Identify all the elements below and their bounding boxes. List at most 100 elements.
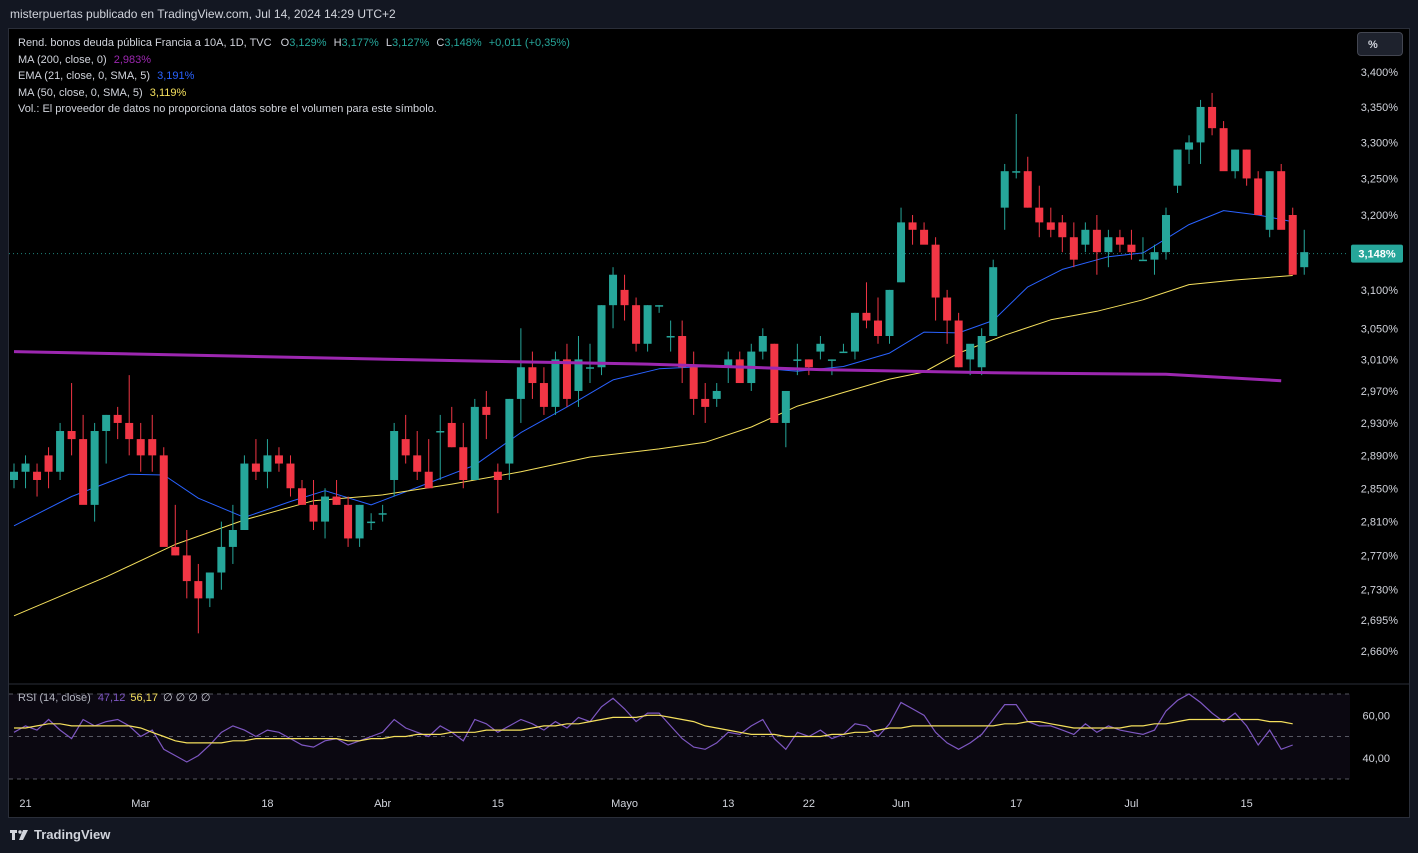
candle xyxy=(171,504,180,556)
y-tick-label: 2,730% xyxy=(1361,585,1399,597)
candle xyxy=(1138,237,1147,262)
x-tick-label: Jun xyxy=(892,798,910,810)
candle xyxy=(920,222,929,245)
candle xyxy=(943,289,952,344)
candle xyxy=(1046,207,1055,238)
candle xyxy=(966,343,975,376)
x-tick-label: Abr xyxy=(374,798,391,810)
candle xyxy=(286,455,295,497)
candle-body xyxy=(136,439,145,456)
rsi-sma-value: 56,17 xyxy=(130,692,158,704)
candle xyxy=(240,455,249,531)
candle-body xyxy=(770,343,779,423)
candle xyxy=(401,414,410,464)
candle-body xyxy=(194,581,203,599)
footer-bar: TradingView xyxy=(0,818,1418,853)
ohlc-high: 3,177% xyxy=(341,37,379,49)
candle-body xyxy=(897,222,906,283)
candle xyxy=(1219,121,1228,172)
candle-body xyxy=(125,422,134,440)
candle-body xyxy=(367,521,376,524)
candle-body xyxy=(67,431,76,440)
candle xyxy=(1162,207,1170,260)
candle-body xyxy=(862,312,871,321)
candle-body xyxy=(989,267,998,337)
ma200-legend-row[interactable]: MA (200, close, 0) 2,983% xyxy=(18,52,570,69)
candle xyxy=(309,479,318,531)
candle-body xyxy=(482,406,491,415)
candle-body xyxy=(10,471,18,480)
percent-scale-button[interactable]: % xyxy=(1357,32,1403,56)
candle-body xyxy=(1265,171,1274,230)
candle-body xyxy=(885,289,894,337)
ema21-label: EMA (21, close, 0, SMA, 5) xyxy=(18,70,151,82)
candle xyxy=(770,343,779,423)
candle xyxy=(632,297,641,352)
candle xyxy=(839,343,848,354)
candle xyxy=(205,572,214,608)
candle-body xyxy=(1288,215,1297,275)
candle xyxy=(885,289,894,344)
ohlc-close: 3,148% xyxy=(444,37,482,49)
x-tick-label: 15 xyxy=(1241,798,1253,810)
candle xyxy=(136,422,145,472)
candle xyxy=(274,447,283,472)
tradingview-logo[interactable]: TradingView xyxy=(10,827,110,842)
y-tick-label: 2,890% xyxy=(1361,450,1399,462)
y-tick-label: 3,350% xyxy=(1361,102,1399,114)
candle-body xyxy=(966,343,975,360)
publisher-text: misterpuertas publicado en TradingView.c… xyxy=(10,7,396,21)
candle-body xyxy=(586,367,594,369)
y-tick-label: 3,100% xyxy=(1361,285,1399,297)
candle xyxy=(827,359,836,376)
candle xyxy=(1127,229,1136,260)
ohlc-open-label: O xyxy=(280,37,290,49)
candle-body xyxy=(839,351,848,354)
candle xyxy=(67,383,76,456)
ma-line-0 xyxy=(13,350,1282,383)
candle-body xyxy=(1162,215,1170,253)
candle-body xyxy=(539,383,548,407)
candle-body xyxy=(390,431,399,480)
ma200-label: MA (200, close, 0) xyxy=(18,53,107,66)
candle xyxy=(378,504,387,522)
candle-body xyxy=(943,297,952,321)
candle-body xyxy=(1058,222,1067,238)
candle-body xyxy=(1208,106,1217,129)
candle xyxy=(217,521,226,590)
tradingview-logo-icon xyxy=(10,829,28,840)
y-tick-label: 3,300% xyxy=(1361,137,1399,149)
candle xyxy=(1104,229,1113,268)
candle xyxy=(1012,114,1021,179)
y-tick-label: 3,400% xyxy=(1361,67,1399,79)
candle xyxy=(931,237,940,321)
candle xyxy=(574,336,583,407)
rsi-value: 47,12 xyxy=(97,692,126,704)
candle-body xyxy=(678,336,687,368)
candle-body xyxy=(44,455,53,472)
ma50-value: 3,119% xyxy=(149,86,187,99)
candle-body xyxy=(1104,237,1113,253)
ohlc-open: 3,129% xyxy=(289,37,327,49)
candle-body xyxy=(148,439,157,456)
candle xyxy=(1196,99,1205,164)
rsi-legend[interactable]: RSI (14, close) 47,12 56,17 ∅ ∅ ∅ ∅ xyxy=(18,691,211,704)
candle xyxy=(447,406,456,448)
candle-body xyxy=(1115,237,1124,245)
candle xyxy=(989,259,998,337)
candle-body xyxy=(931,244,940,298)
candle xyxy=(620,274,629,321)
candle xyxy=(689,351,698,415)
candle xyxy=(1231,149,1240,179)
last-price-tag xyxy=(1351,244,1403,263)
candle xyxy=(33,463,42,497)
candle xyxy=(1254,171,1263,216)
candle-body xyxy=(1023,171,1032,208)
candle xyxy=(666,320,675,352)
candle xyxy=(390,422,399,497)
ema21-legend-row[interactable]: EMA (21, close, 0, SMA, 5) 3,191% xyxy=(18,68,570,85)
x-tick-label: 21 xyxy=(19,798,31,810)
candle-body xyxy=(205,572,214,599)
ma50-legend-row[interactable]: MA (50, close, 0, SMA, 5) 3,119% xyxy=(18,85,570,102)
